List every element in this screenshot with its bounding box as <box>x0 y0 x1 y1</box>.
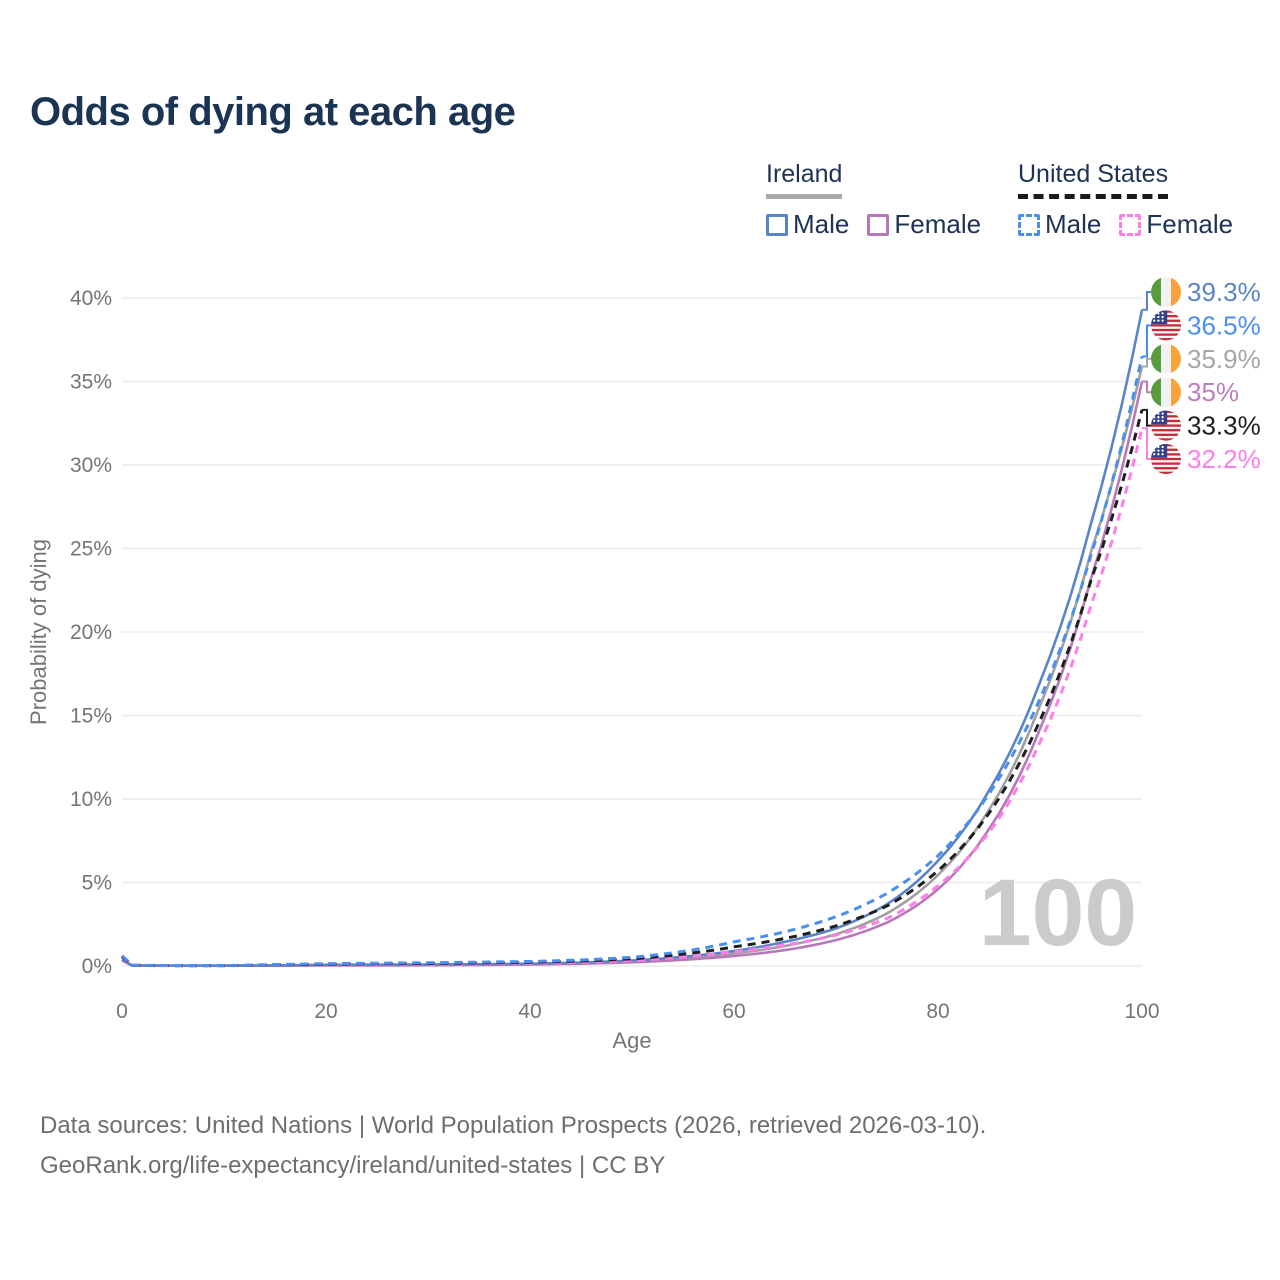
end-label-value: 33.3% <box>1187 411 1261 441</box>
end-label-leader <box>1142 408 1151 427</box>
legend-item-us-male[interactable]: Male <box>1018 209 1101 240</box>
ireland-flag-icon <box>1151 377 1181 408</box>
end-label-leader <box>1142 380 1151 394</box>
y-tick-label: 25% <box>70 538 112 561</box>
x-tick-label: 40 <box>518 1000 541 1023</box>
legend-header-united-states[interactable]: United States <box>1018 160 1169 199</box>
y-tick-label: 35% <box>70 371 112 394</box>
end-label-value: 39.3% <box>1187 277 1261 307</box>
y-tick-label: 5% <box>82 872 112 895</box>
end-label-leader <box>1142 357 1151 368</box>
y-tick-label: 20% <box>70 621 112 644</box>
end-label-leader <box>1142 291 1151 311</box>
page-title: Odds of dying at each age <box>30 90 516 134</box>
end-label-value: 35.9% <box>1187 344 1261 374</box>
x-tick-label: 80 <box>926 1000 949 1023</box>
us-flag-icon <box>1151 310 1181 341</box>
end-label-value: 35% <box>1187 377 1239 407</box>
y-tick-label: 30% <box>70 454 112 477</box>
age-watermark: 100 <box>979 860 1138 966</box>
legend-item-label: Female <box>894 209 982 239</box>
source-url-text: GeoRank.org/life-expectancy/ireland/unit… <box>40 1152 666 1180</box>
series-line-us-male[interactable] <box>120 356 1144 967</box>
ireland-flag-icon <box>1151 343 1181 374</box>
end-label-leader <box>1142 427 1151 460</box>
us-flag-icon <box>1151 444 1181 474</box>
x-tick-label: 100 <box>1124 1000 1159 1023</box>
ireland-female-swatch-icon <box>867 213 890 236</box>
y-tick-label: 40% <box>70 287 112 310</box>
y-tick-label: 10% <box>70 788 112 811</box>
y-tick-label: 0% <box>82 955 112 978</box>
chart-footer: Data sources: United Nations | World Pop… <box>40 1106 986 1187</box>
x-axis-title: Age <box>612 1028 651 1053</box>
x-tick-label: 0 <box>116 1000 128 1023</box>
ireland-flag-icon <box>1151 277 1181 307</box>
y-tick-label: 15% <box>70 705 112 728</box>
legend-item-ireland-female[interactable]: Female <box>867 209 981 240</box>
ireland-male-swatch-icon <box>766 213 788 236</box>
end-label-leader <box>1142 324 1151 358</box>
legend-item-label: Female <box>1146 209 1234 239</box>
x-tick-label: 20 <box>314 1000 337 1023</box>
legend-group-united-states: United States Male Female <box>1018 160 1233 240</box>
us-male-swatch-icon <box>1018 213 1040 236</box>
x-tick-label: 60 <box>722 1000 745 1023</box>
end-label-value: 36.5% <box>1187 310 1261 340</box>
us-female-swatch-icon <box>1119 213 1142 236</box>
legend-group-ireland: Ireland Male Female <box>766 160 981 240</box>
legend-header-ireland[interactable]: Ireland <box>766 160 843 199</box>
end-label-value: 32.2% <box>1187 444 1261 474</box>
us-flag-icon <box>1151 410 1181 441</box>
legend-item-ireland-male[interactable]: Male <box>766 209 849 240</box>
legend-item-label: Male <box>793 209 850 239</box>
legend-item-us-female[interactable]: Female <box>1119 209 1233 240</box>
legend-item-label: Male <box>1045 209 1102 239</box>
y-axis-title: Probability of dying <box>26 539 51 725</box>
data-sources-text: Data sources: United Nations | World Pop… <box>40 1112 987 1139</box>
